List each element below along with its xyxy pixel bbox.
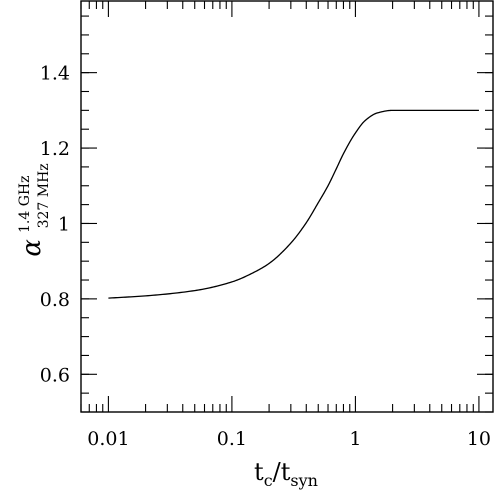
x-tick-label: 10 [467, 428, 491, 450]
y-label-sup: 1.4 GHz [17, 176, 33, 233]
y-tick-label: 1.4 [40, 63, 70, 85]
x-axis-label: tc/tsyn [254, 458, 318, 490]
x-tick-label: 1 [349, 428, 361, 450]
x-label-slash: / [273, 458, 282, 486]
y-label-sub: 327 MHz [36, 163, 52, 228]
y-tick-label: 0.8 [40, 289, 70, 311]
x-label-sub1: c [264, 471, 273, 490]
y-tick-label: 0.6 [40, 364, 70, 386]
x-tick-label: 0.01 [87, 428, 129, 450]
x-label-main: t [254, 458, 264, 486]
plot-frame [80, 0, 494, 413]
y-tick-label: 1.2 [40, 138, 70, 160]
x-tick-label: 0.1 [217, 428, 247, 450]
x-label-sub2: syn [290, 471, 318, 490]
y-tick-label: 1 [58, 213, 70, 235]
y-label-main: α [17, 239, 47, 257]
data-line [108, 109, 479, 299]
x-label-main2: t [281, 458, 291, 486]
minor-ticks [80, 1, 493, 413]
y-axis-label: α 1.4 GHz 327 MHz [14, 163, 52, 256]
svg-text:α 1.4 GHz 327 MHz: α 1.4 GHz 327 MHz [14, 163, 52, 256]
major-ticks [81, 1, 493, 412]
tick-labels: 0.01 0.1 1 10 0.6 0.8 1 1.2 1.4 [40, 63, 491, 450]
